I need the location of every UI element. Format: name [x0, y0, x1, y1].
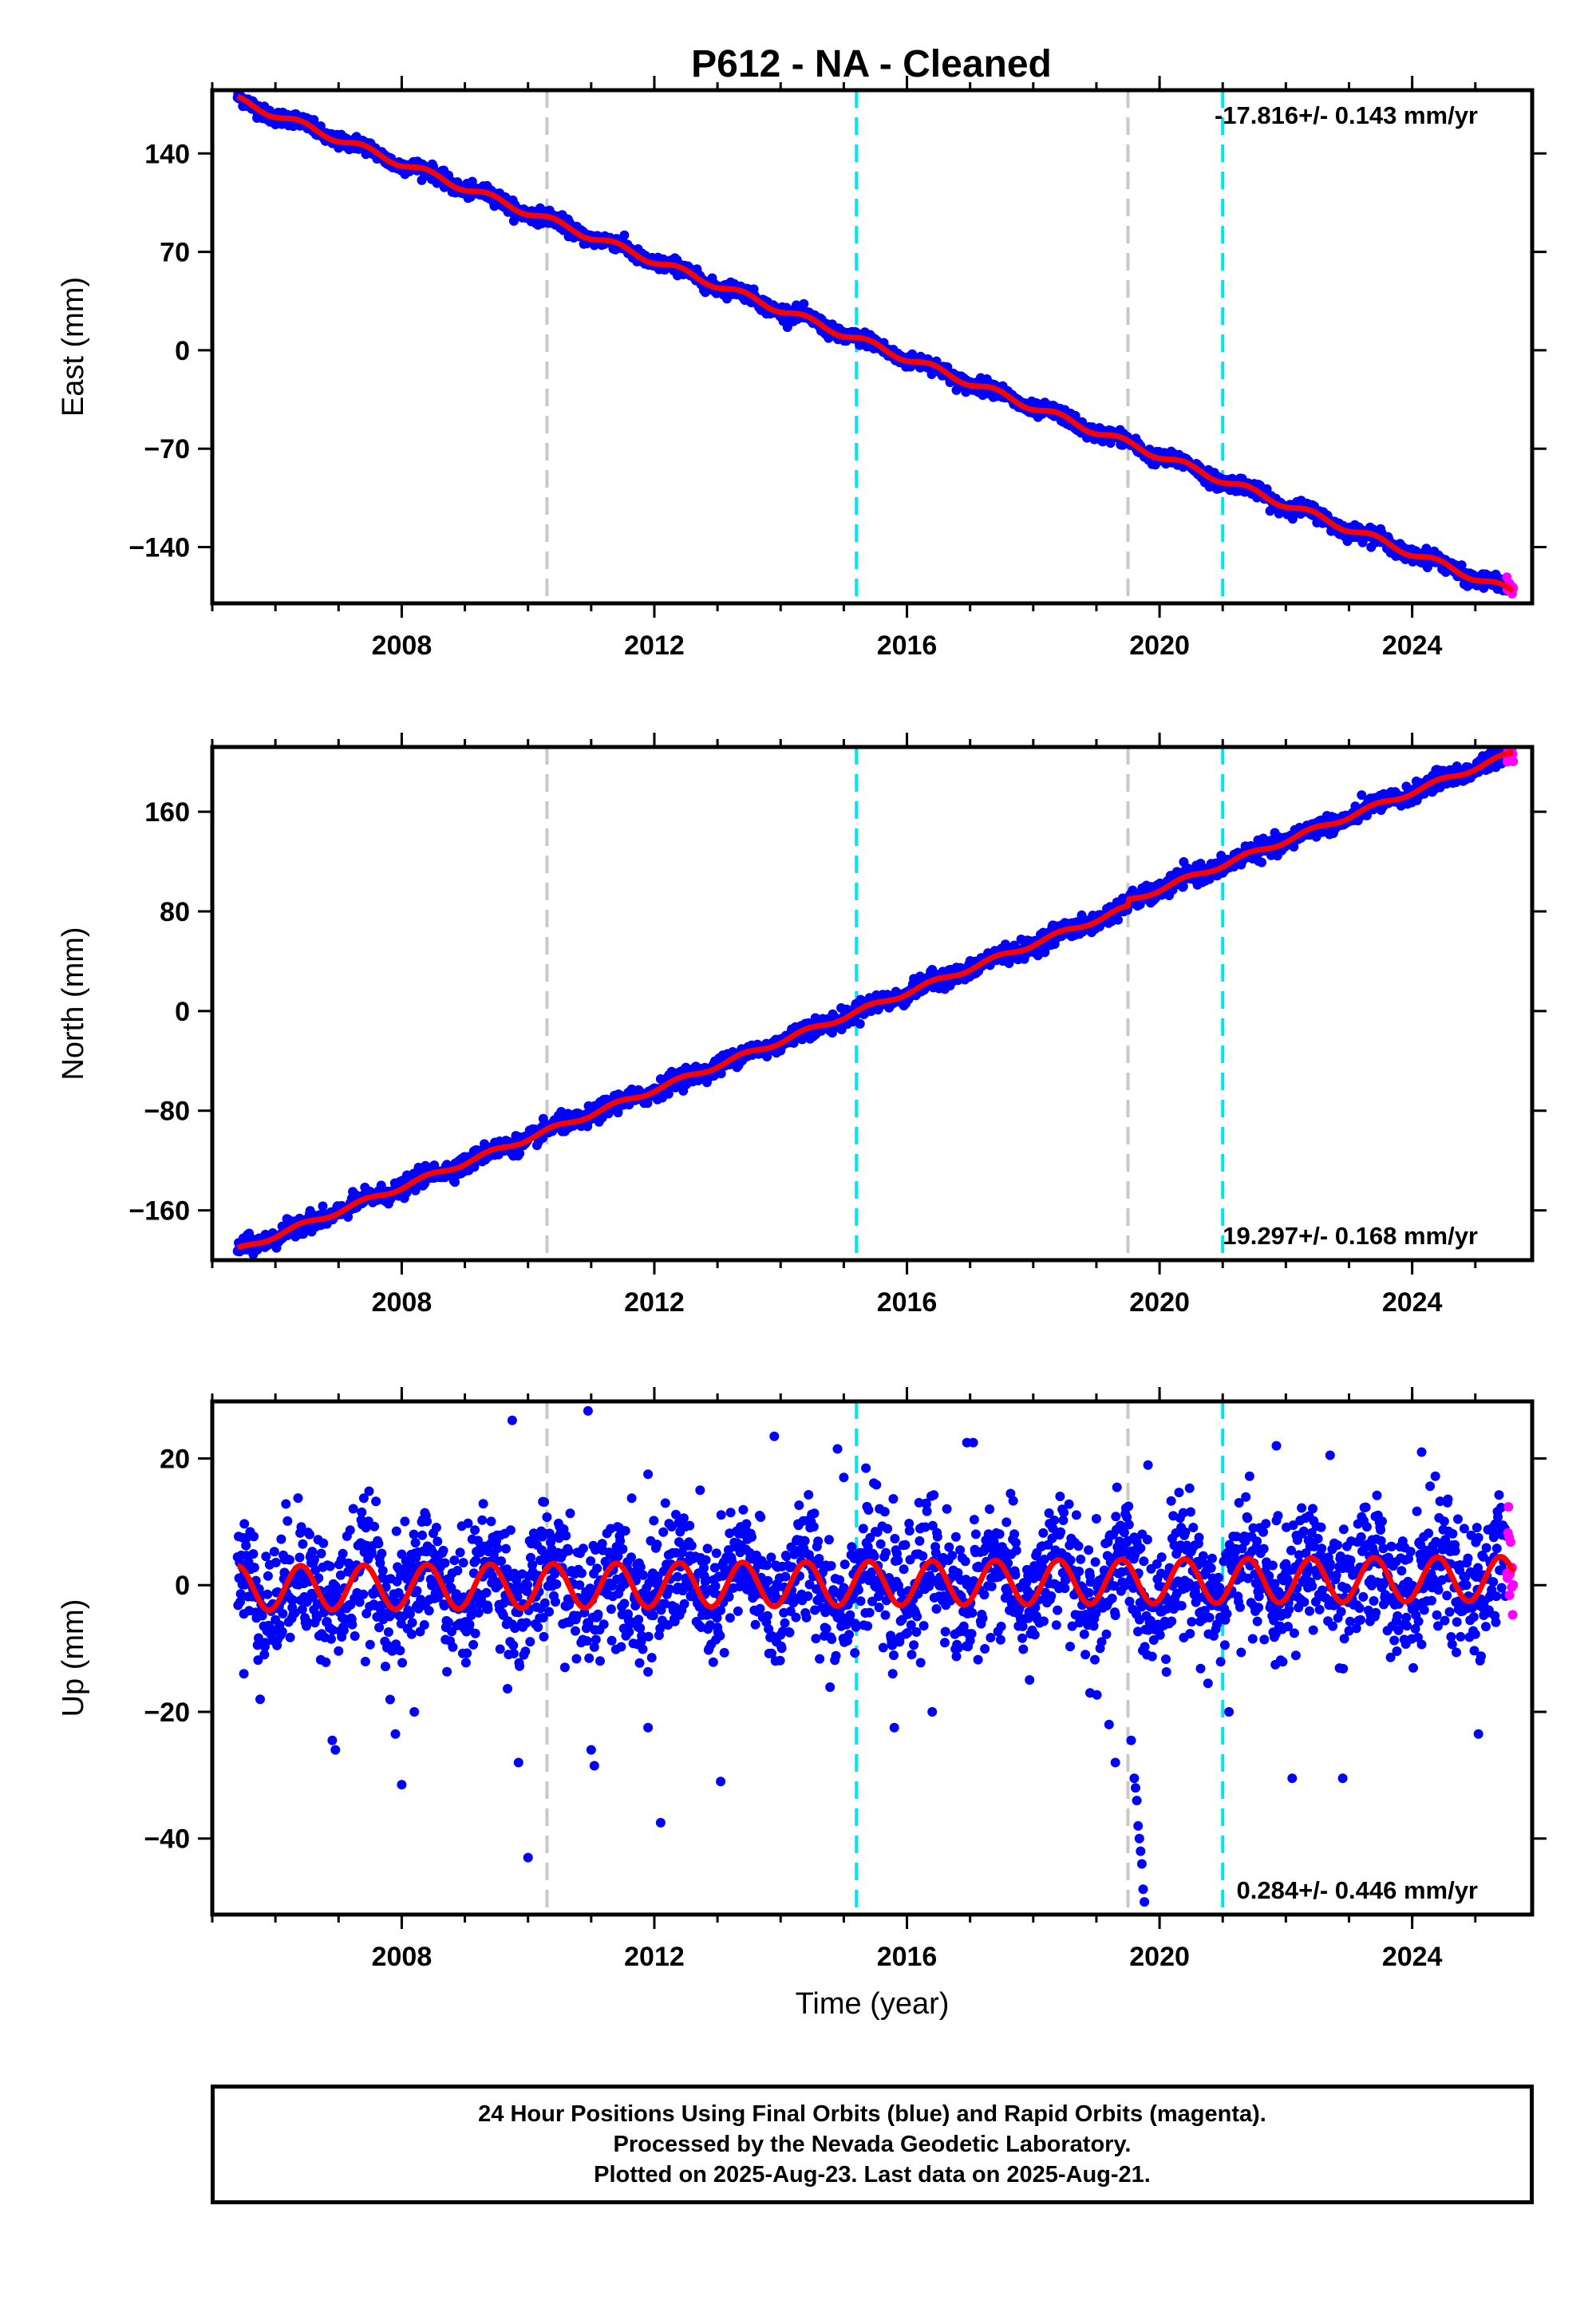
x-tick-label: 2020 [1129, 630, 1190, 661]
x-tick-label: 2016 [877, 630, 938, 661]
final-orbit-point [799, 298, 809, 309]
y-tick-label: 0 [175, 997, 190, 1027]
y-tick-label: −160 [128, 1196, 190, 1227]
final-orbit-point [318, 1201, 328, 1211]
y-tick-label: −80 [144, 1097, 190, 1127]
model-line [236, 749, 1514, 1251]
final-orbit-point [515, 1148, 525, 1159]
y-tick-label: 140 [144, 139, 190, 169]
data-points [232, 747, 1519, 1259]
x-tick-label: 2024 [1382, 630, 1443, 661]
y-tick-label: −70 [144, 434, 190, 464]
final-orbit-point [642, 1098, 653, 1109]
x-tick-label: 2012 [624, 630, 685, 661]
final-orbit-point [782, 322, 792, 332]
final-orbit-point [663, 1089, 674, 1099]
figure-title: P612 - NA - Cleaned [691, 43, 1052, 85]
final-orbit-point [613, 1108, 623, 1118]
final-orbit-point [619, 230, 630, 240]
rapid-orbit-point [1508, 757, 1519, 766]
model-line [236, 93, 1515, 594]
y-tick-label: 160 [144, 797, 190, 828]
y-tick-label: 0 [175, 336, 190, 366]
rate-label: -17.816+/- 0.143 mm/yr [1215, 101, 1478, 129]
final-orbit-point [1113, 915, 1123, 925]
x-tick-label: 2008 [372, 630, 433, 661]
final-orbit-point [469, 1162, 480, 1172]
panels: −140 −70 0 70 140 2008 2012 2016 2020 2024 East (m… [57, 76, 1547, 2021]
y-tick-label: −140 [128, 533, 190, 563]
panel-1: −140 −70 0 70 140 2008 2012 2016 2020 2024 East (m… [57, 76, 1547, 661]
final-orbit-point [1456, 560, 1467, 571]
final-orbit-point [855, 1018, 865, 1029]
final-orbit-point [343, 1211, 354, 1222]
plot-frame [210, 88, 1535, 606]
y-tick-label: 70 [160, 238, 190, 268]
y-tick-label: 80 [160, 897, 190, 927]
final-orbit-point [1257, 857, 1266, 868]
final-orbit-point [450, 1177, 460, 1188]
y-axis-label: East (mm) [57, 277, 90, 417]
